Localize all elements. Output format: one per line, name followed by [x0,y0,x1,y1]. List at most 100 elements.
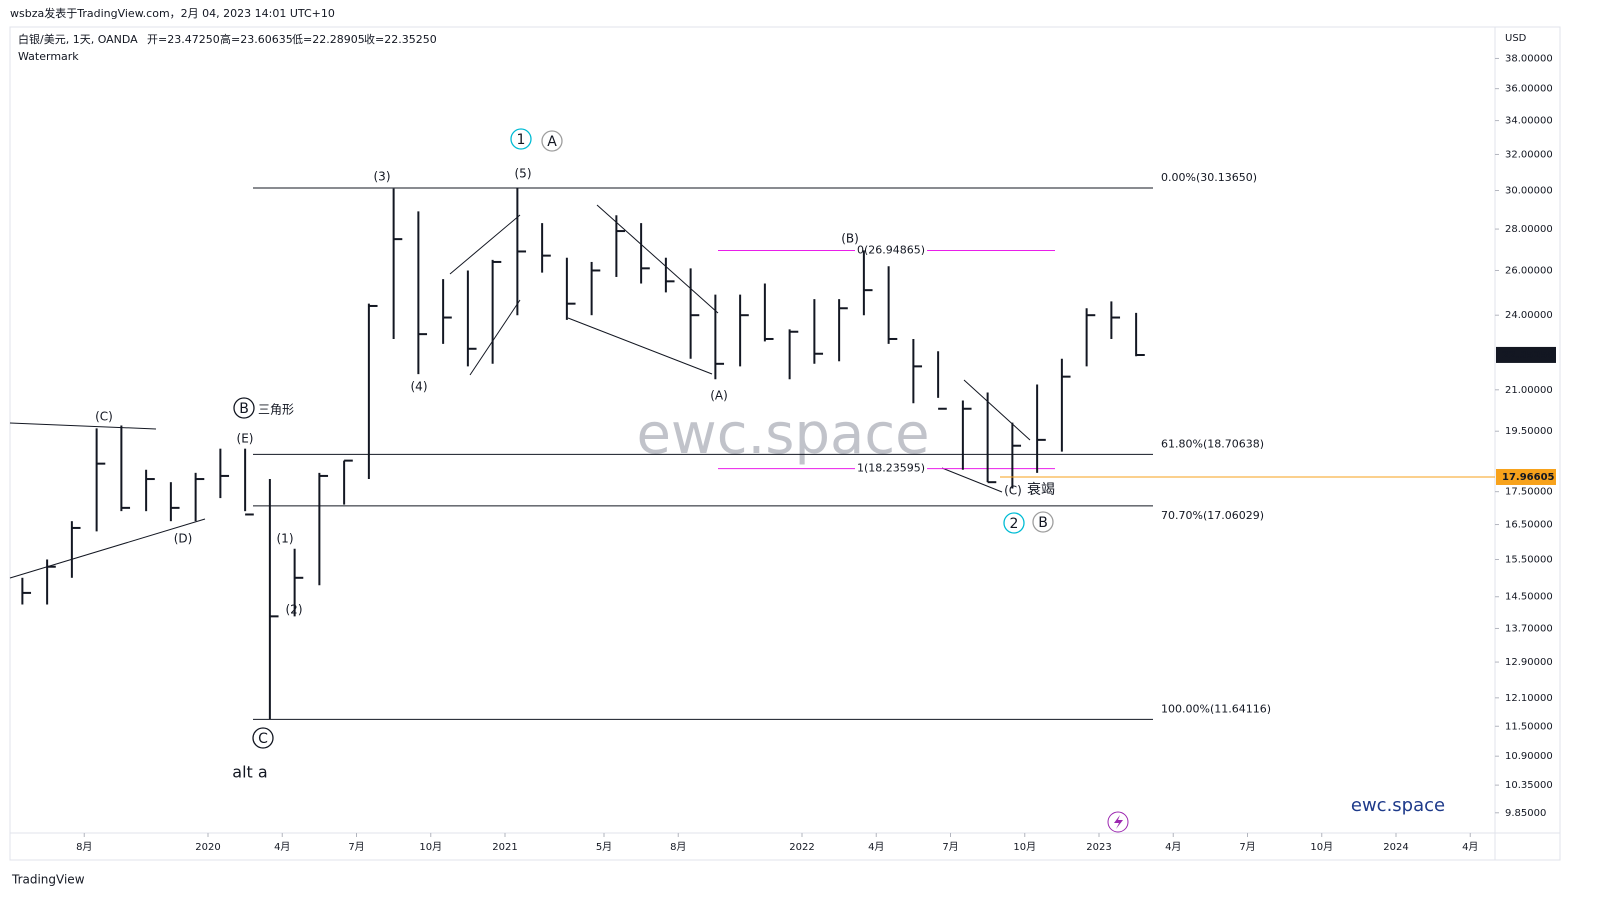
fib-level-label: 61.80%(18.70638) [1161,437,1264,450]
y-tick-label: 21.00000 [1505,385,1553,396]
trendline [469,299,521,376]
trendline [9,518,206,579]
label-bg [855,461,928,476]
y-tick-label: 14.50000 [1505,592,1553,603]
wave-label: A [547,134,557,150]
wave-circle [1032,511,1054,533]
y-tick-label: 16.50000 [1505,520,1553,531]
y-tick-label: 32.00000 [1505,149,1553,160]
y-tick-label: 30.00000 [1505,186,1553,197]
wave-label: 三角形 [258,403,294,417]
wave-label: (5) [515,167,532,181]
wave-label: 1 [517,132,526,148]
x-tick-label: 2023 [1086,842,1111,853]
axes: 38.00000 36.00000 34.00000 32.00000 30.00000… [76,53,1553,853]
label-bg [855,243,928,258]
wave-label: C [258,731,268,747]
wave-label: (3) [374,170,391,184]
price-marker-label: 22.35250 [1502,350,1555,361]
price-marker [1496,468,1556,485]
wave-label: (C) [95,410,113,424]
y-tick-label: 24.00000 [1505,310,1553,321]
x-tick-label: 8月 [670,841,686,853]
x-tick-label: 2020 [195,842,220,853]
y-tick-label: 11.50000 [1505,721,1553,732]
indicator: Watermark [18,50,79,63]
wave-label: (1) [277,532,294,546]
currency: USD [1505,33,1527,44]
trendline [596,204,719,314]
price-marker-label: 17.96605 [1502,472,1555,483]
y-tick-label: 38.00000 [1505,53,1553,64]
trendline [9,422,157,430]
wave-circle [252,727,274,749]
x-tick-label: 4月 [1165,841,1181,853]
y-tick-label: 26.00000 [1505,265,1553,276]
frame [9,26,1561,861]
x-tick-label: 10月 [419,841,442,853]
y-tick-label: 34.00000 [1505,116,1553,127]
alert-icon[interactable] [1107,811,1129,833]
fib-level-label: 100.00%(11.64116) [1161,702,1271,715]
symbol: 白银/美元, 1天, OANDA [18,32,138,46]
y-tick-label: 12.10000 [1505,693,1553,704]
ohlc-open: 开=23.47250 [147,33,220,46]
ohlc-close: 收=22.35250 [364,32,437,46]
wave-label: B [239,401,249,417]
wave-label: (2) [286,603,303,617]
y-tick-label: 17.50000 [1505,487,1553,498]
x-tick-label: 10月 [1013,841,1036,853]
header: wsbza发表于TradingView.com，2月 04, 2023 14:0… [10,6,335,20]
trendline [963,379,1031,441]
x-tick-label: 2022 [789,842,814,853]
y-tick-label: 15.50000 [1505,554,1553,565]
fib-level-label: 0.00%(30.13650) [1161,171,1257,184]
wave-circle [541,130,563,152]
wave-circle [510,128,532,150]
wave-label: (4) [411,380,428,394]
y-tick-label: 10.90000 [1505,751,1553,762]
y-tick-label: 10.35000 [1505,780,1553,791]
wave-label: (D) [174,532,193,546]
wave-label: (B) [841,232,859,246]
wave-label: 2 [1010,516,1019,532]
y-tick-label: 9.85000 [1505,808,1546,819]
wave-label: alt a [232,763,267,782]
x-tick-label: 2021 [492,842,517,853]
x-tick-label: 4月 [1462,841,1478,853]
wave-circle [1003,512,1025,534]
wave-label: (E) [237,432,254,446]
footer: TradingView [11,873,85,887]
watermark: ewc.space [636,402,929,467]
ohlc-low: 低=22.28905 [292,33,365,46]
x-tick-label: 4月 [868,841,884,853]
y-tick-label: 19.50000 [1505,426,1553,437]
x-tick-label: 8月 [76,841,92,853]
ohlc-high: 高=23.60635 [220,32,293,46]
x-tick-label: 2024 [1383,842,1408,853]
wave-label: (C) [1004,484,1022,498]
y-tick-label: 12.90000 [1505,657,1553,668]
x-tick-label: 7月 [348,841,364,853]
wave-label: B [1038,515,1048,531]
wave-label: 衰竭 [1027,481,1055,498]
wave-label: (A) [710,389,728,403]
trendlines [9,204,1031,579]
trendline [941,467,1003,493]
x-tick-label: 5月 [596,841,612,853]
alert-icon-bolt [1114,815,1123,829]
fib-level-label: 70.70%(17.06029) [1161,509,1264,522]
x-tick-label: 7月 [942,841,958,853]
trendline [567,317,713,375]
x-tick-label: 10月 [1310,841,1333,853]
fib-level-label: 1(18.23595) [857,462,925,475]
trendline [449,214,521,275]
price-marker [1496,346,1556,363]
x-tick-label: 7月 [1239,841,1255,853]
y-tick-label: 36.00000 [1505,84,1553,95]
wave-circle [233,397,255,419]
fib-level-label: 0(26.94865) [857,243,925,256]
x-tick-label: 4月 [274,841,290,853]
brand: ewc.space [1351,795,1445,816]
